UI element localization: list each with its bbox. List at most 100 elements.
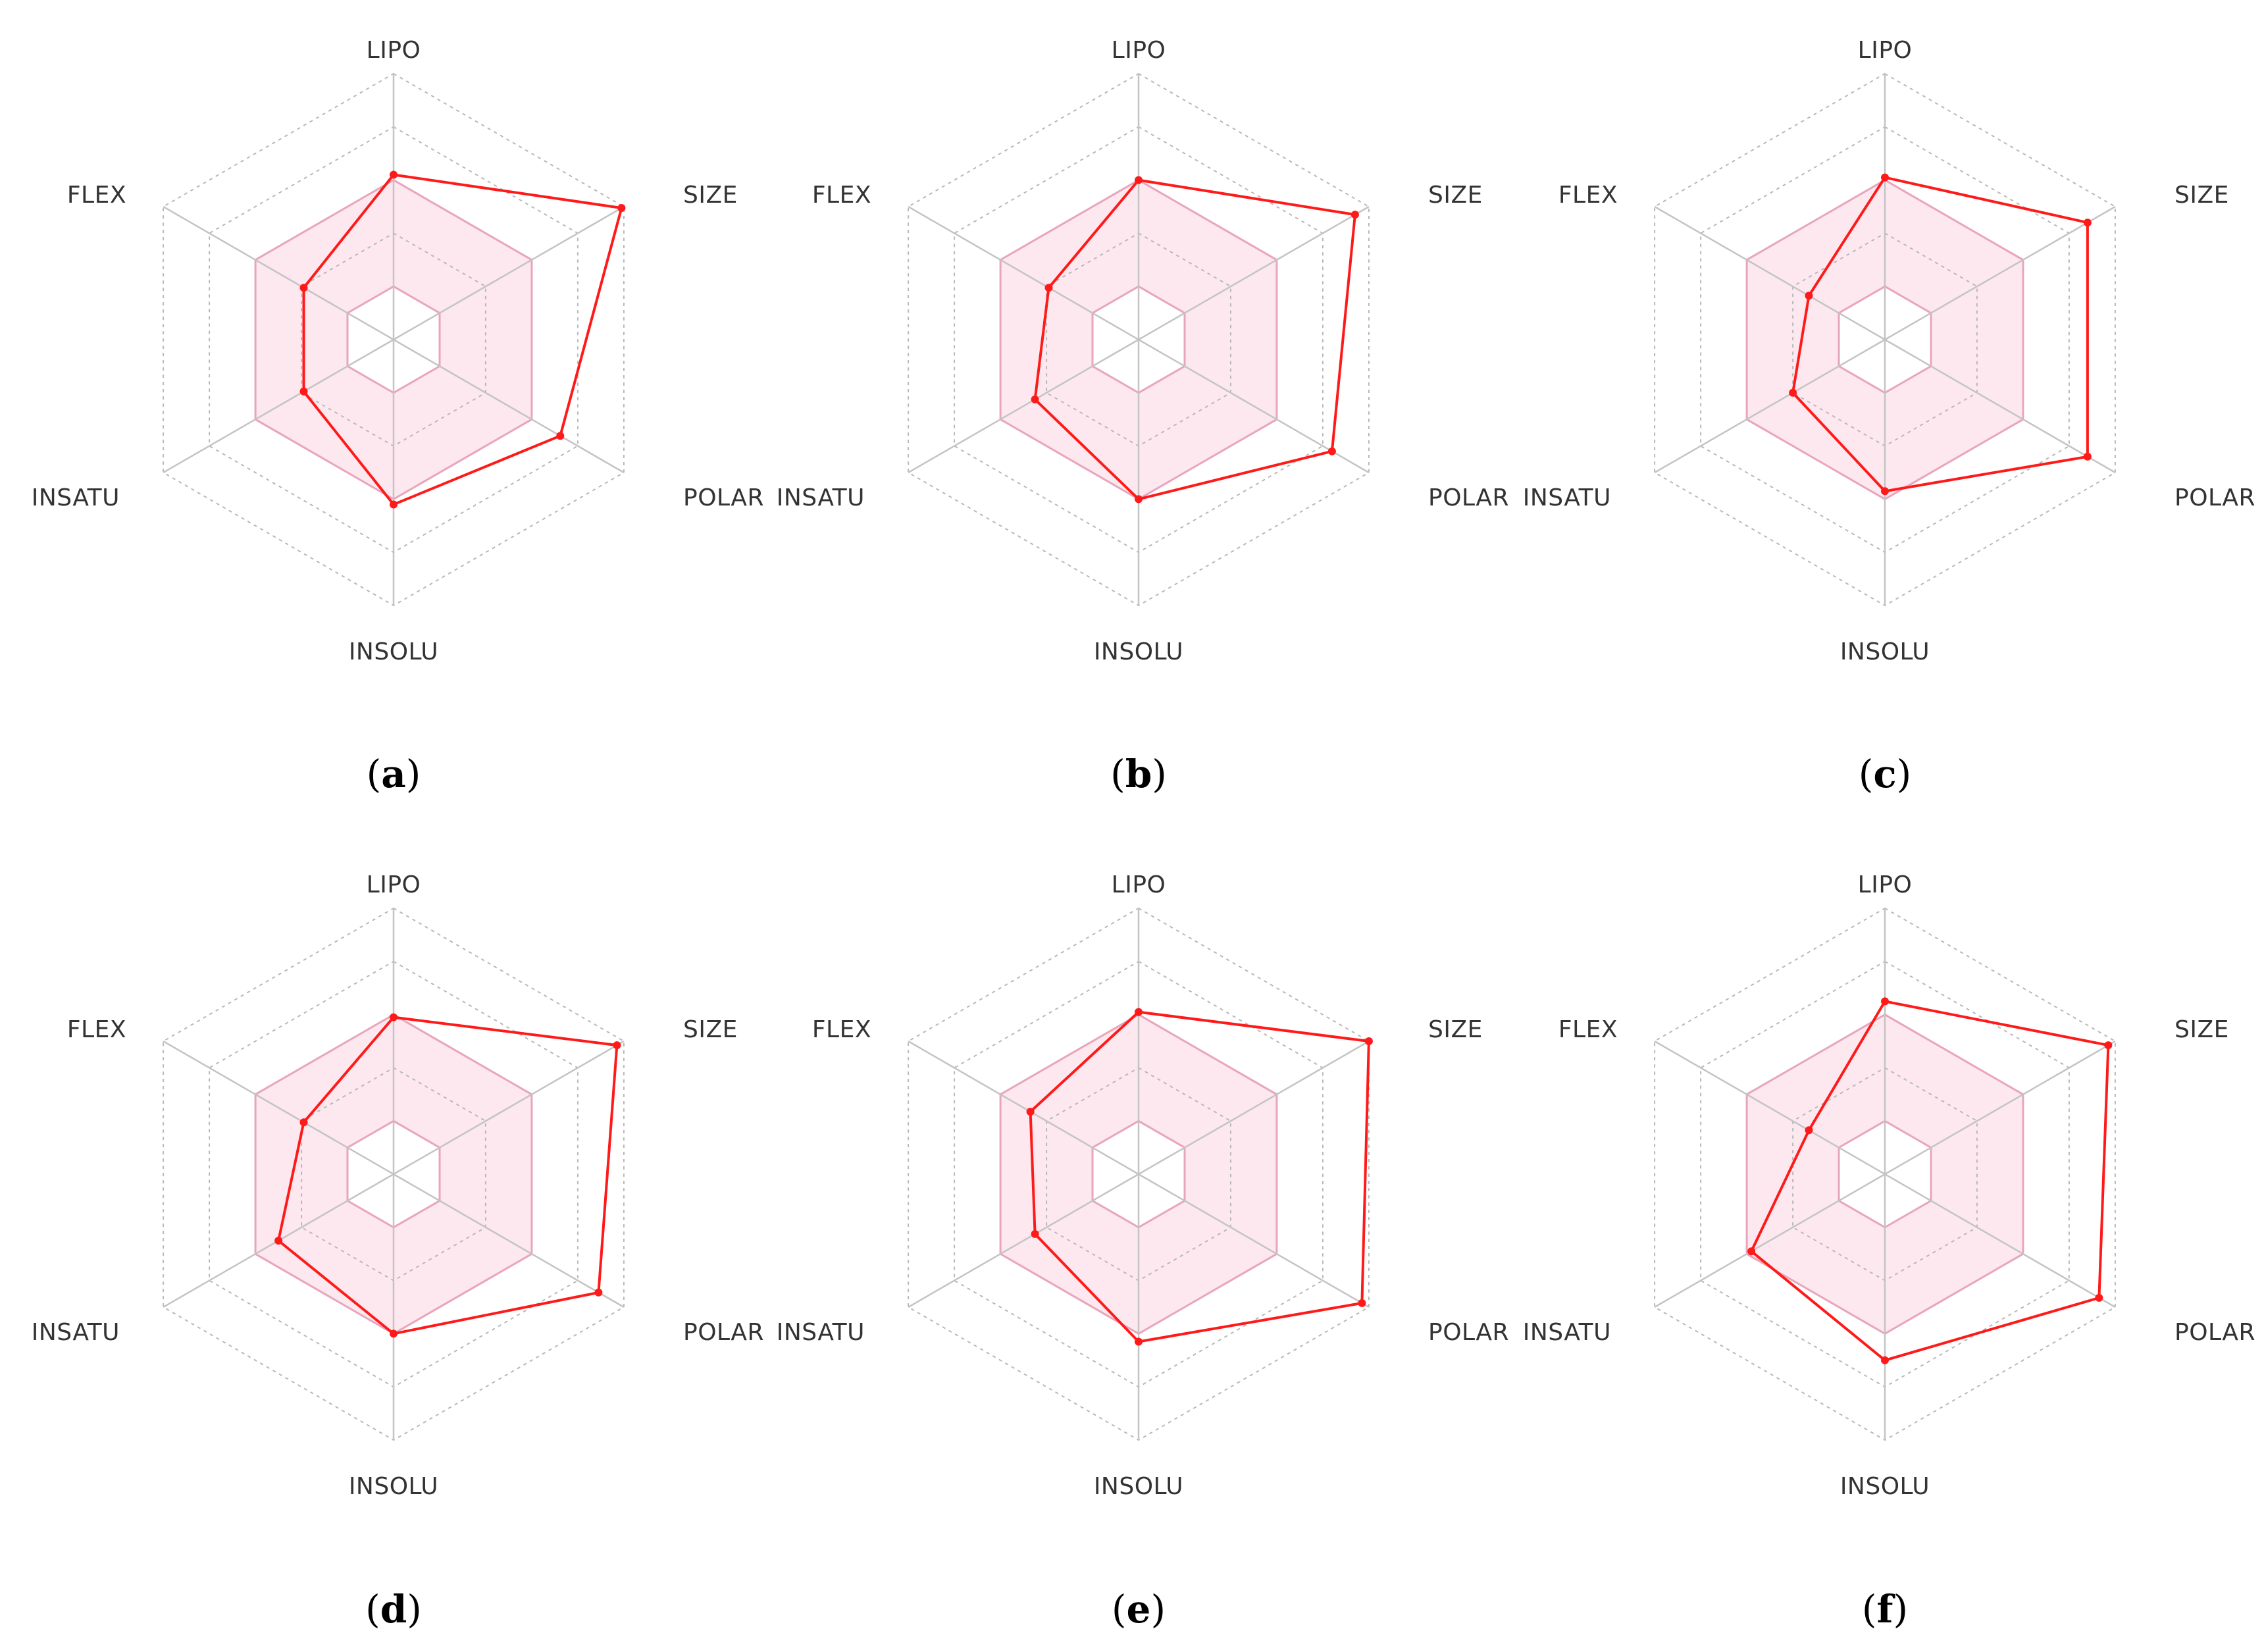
data-point-flex [299,1118,308,1127]
axis-label-insatu: INSATU [777,1319,865,1346]
axis-label-flex: FLEX [67,1016,126,1043]
panel-caption-letter: a [381,752,406,796]
axis-spoke-polar [1884,338,2116,474]
data-point-polar [2095,1293,2103,1302]
axis-label-lipo: LIPO [1112,871,1166,898]
axis-spoke-size [393,205,625,341]
axis-label-polar: POLAR [2174,484,2255,511]
axis-label-flex: FLEX [1558,1016,1618,1043]
data-point-insatu [1747,1247,1756,1256]
data-point-insolu [1881,1356,1889,1364]
data-point-lipo [1881,997,1889,1006]
panel-caption: (c) [1859,752,1912,796]
axis-label-size: SIZE [1428,1016,1483,1043]
data-point-insatu [1031,1229,1039,1238]
data-point-insatu [1031,395,1039,403]
reference-band [1747,180,2023,500]
panel-caption-letter: b [1125,752,1152,796]
data-point-flex [1805,292,1813,300]
panel-caption: (d) [365,1587,422,1632]
data-point-flex [1805,1126,1813,1135]
axis-label-lipo: LIPO [1858,871,1913,898]
data-point-flex [299,284,308,292]
axis-label-insolu: INSOLU [1094,638,1183,665]
data-point-polar [1327,447,1336,455]
radar-panel-f: LIPO SIZE POLAR INSOLU INSATU FLEX (f) [1523,871,2255,1632]
radar-panel-c: LIPO SIZE POLAR INSOLU INSATU FLEX (c) [1523,37,2255,796]
axis-label-polar: POLAR [2174,1319,2255,1346]
data-point-lipo [1135,176,1143,184]
data-point-flex [1044,284,1053,292]
data-point-lipo [1881,173,1889,182]
axis-label-size: SIZE [1428,182,1483,209]
axis-spoke-insatu [1654,338,1886,474]
radar-panel-a: LIPO SIZE POLAR INSOLU INSATU FLEX (a) [32,37,764,796]
axis-spoke-polar [1884,1173,2116,1308]
axis-label-size: SIZE [683,1016,738,1043]
axis-label-polar: POLAR [683,484,764,511]
data-point-insatu [274,1237,283,1245]
data-point-polar [1358,1299,1366,1307]
data-point-size [1351,211,1359,219]
data-point-insolu [1135,495,1143,503]
axis-spoke-insatu [1654,1173,1886,1308]
axis-label-polar: POLAR [1428,1319,1509,1346]
axis-label-size: SIZE [2174,182,2229,209]
axis-spoke-flex [163,1040,394,1175]
axis-spoke-flex [908,1040,1139,1175]
axis-label-insatu: INSATU [1523,1319,1611,1346]
axis-label-insatu: INSATU [1523,484,1611,511]
data-point-size [1364,1037,1373,1045]
panel-caption: (e) [1112,1587,1166,1632]
data-point-lipo [1135,1008,1143,1016]
radar-panel-d: LIPO SIZE POLAR INSOLU INSATU FLEX (d) [32,871,764,1632]
axis-label-insolu: INSOLU [1840,1473,1930,1500]
axis-spoke-insatu [163,338,394,474]
data-point-polar [594,1288,603,1297]
data-point-insolu [390,500,398,509]
data-point-insatu [1789,388,1797,397]
axis-label-insolu: INSOLU [1840,638,1930,665]
axis-label-flex: FLEX [812,182,871,209]
data-point-polar [556,432,565,440]
axis-spoke-polar [393,1173,625,1308]
axis-label-lipo: LIPO [367,37,421,64]
data-point-size [2083,219,2092,227]
axis-label-insolu: INSOLU [1094,1473,1183,1500]
panel-caption-letter: d [380,1587,407,1632]
panel-caption-letter: f [1877,1587,1896,1632]
axis-spoke-size [1138,205,1370,341]
axis-spoke-size [393,1040,625,1175]
axis-label-insatu: INSATU [777,484,865,511]
axis-spoke-polar [393,338,625,474]
data-point-insatu [299,387,308,396]
axis-label-polar: POLAR [683,1319,764,1346]
axis-label-flex: FLEX [67,182,126,209]
axis-label-insatu: INSATU [32,484,120,511]
axis-label-insolu: INSOLU [349,638,438,665]
axis-spoke-size [1884,205,2116,341]
data-point-lipo [390,170,398,179]
axis-spoke-insatu [908,338,1139,474]
axis-spoke-insatu [908,1173,1139,1308]
axis-label-lipo: LIPO [367,871,421,898]
panel-caption-letter: e [1127,1587,1151,1632]
data-point-size [2104,1041,2113,1050]
data-point-flex [1026,1108,1035,1116]
axis-label-lipo: LIPO [1858,37,1913,64]
reference-band [1747,1014,2023,1334]
axis-spoke-flex [1654,1040,1886,1175]
reference-band [255,1014,532,1334]
panel-caption: (f) [1862,1587,1908,1632]
axis-spoke-polar [1138,1173,1370,1308]
radar-panel-e: LIPO SIZE POLAR INSOLU INSATU FLEX (e) [777,871,1509,1632]
data-point-insolu [1881,487,1889,496]
data-point-polar [2083,452,2092,461]
data-point-size [617,204,626,212]
axis-label-flex: FLEX [812,1016,871,1043]
panel-caption: (a) [367,752,421,796]
axis-label-insolu: INSOLU [349,1473,438,1500]
axis-label-polar: POLAR [1428,484,1509,511]
axis-spoke-flex [1654,205,1886,341]
